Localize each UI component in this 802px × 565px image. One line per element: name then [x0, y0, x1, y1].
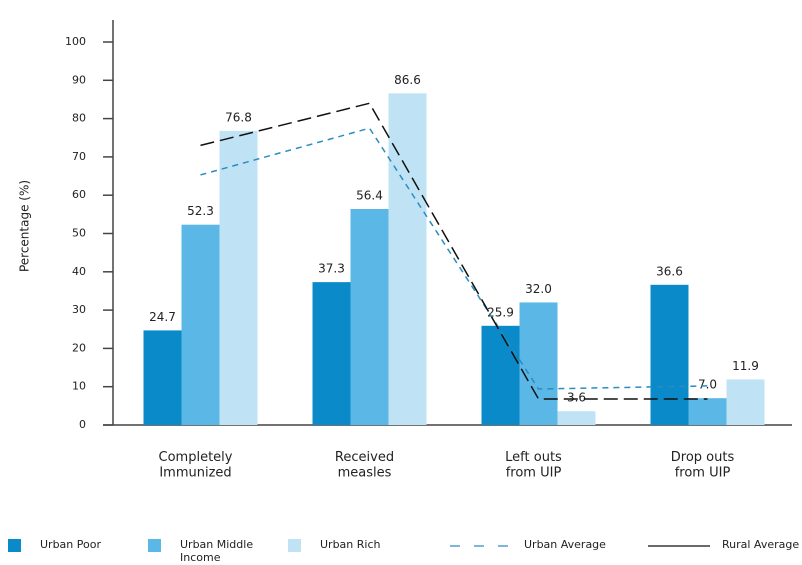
- y-tick-label: 80: [72, 112, 86, 125]
- bar: [688, 398, 727, 425]
- value-label: 25.9: [487, 305, 514, 319]
- value-label: 32.0: [525, 282, 552, 296]
- y-tick-label: 30: [72, 303, 86, 316]
- average-line: [200, 127, 708, 390]
- legend-label: Urban Poor: [40, 538, 101, 551]
- legend-label: Urban Average: [524, 538, 606, 551]
- legend-label: Rural Average: [722, 538, 799, 551]
- value-label: 86.6: [394, 73, 421, 87]
- value-label: 76.8: [225, 110, 252, 124]
- y-tick-label: 40: [72, 265, 86, 278]
- x-tick-label: Received measles: [335, 450, 394, 481]
- value-label: 24.7: [149, 310, 176, 324]
- bar: [481, 325, 520, 425]
- bar: [726, 379, 765, 425]
- value-label: 11.9: [732, 359, 759, 373]
- bar: [312, 282, 351, 425]
- x-tick-label: Completely Immunized: [159, 450, 233, 481]
- bar: [350, 208, 389, 425]
- average-line: [200, 102, 708, 400]
- x-tick-label: Left outs from UIP: [505, 450, 562, 481]
- bar: [143, 330, 182, 425]
- bar: [181, 224, 220, 425]
- value-label: 7.0: [698, 378, 717, 392]
- value-label: 3.6: [567, 391, 586, 405]
- value-label: 36.6: [656, 264, 683, 278]
- y-tick-label: 90: [72, 73, 86, 86]
- legend-swatch: [148, 539, 161, 552]
- value-label: 37.3: [318, 262, 345, 276]
- value-label: 56.4: [356, 188, 383, 202]
- legend-swatch: [288, 539, 301, 552]
- bar: [557, 411, 596, 425]
- y-tick-label: 100: [65, 35, 86, 48]
- y-tick-label: 70: [72, 150, 86, 163]
- legend-label: Urban Middle Income: [180, 538, 253, 564]
- y-tick-label: 10: [72, 380, 86, 393]
- y-axis-label: Percentage (%): [18, 180, 32, 272]
- y-tick-label: 50: [72, 227, 86, 240]
- legend-swatch: [8, 539, 21, 552]
- y-tick-label: 0: [79, 418, 86, 431]
- y-tick-label: 20: [72, 341, 86, 354]
- x-tick-label: Drop outs from UIP: [671, 450, 735, 481]
- value-label: 52.3: [187, 204, 214, 218]
- bar: [519, 302, 558, 425]
- legend-label: Urban Rich: [320, 538, 381, 551]
- bar: [650, 284, 689, 425]
- bar: [388, 93, 427, 426]
- bar: [219, 130, 258, 425]
- y-tick-label: 60: [72, 188, 86, 201]
